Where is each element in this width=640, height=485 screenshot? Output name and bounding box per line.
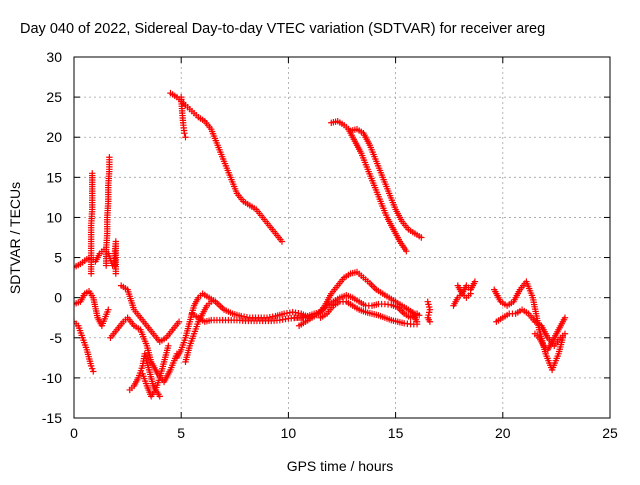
data-point	[175, 318, 183, 325]
series-isolated-a	[424, 298, 434, 325]
series-track-n	[317, 298, 421, 328]
data-point	[89, 170, 96, 177]
series-track-f	[139, 342, 172, 400]
plot-border	[73, 56, 611, 419]
y-tick-label: -5	[50, 330, 63, 346]
y-tick-label: 5	[54, 250, 62, 266]
data-point	[471, 278, 479, 285]
x-tick-label: 5	[177, 425, 185, 441]
series-track-s	[450, 290, 474, 309]
data-point	[106, 154, 113, 161]
data-point	[156, 393, 163, 400]
series-track-r	[454, 278, 479, 297]
x-tick-label: 10	[281, 425, 297, 441]
grid	[74, 57, 610, 418]
y-tick-label: 10	[46, 209, 62, 225]
series-track-e	[126, 350, 163, 400]
data-point	[87, 362, 95, 370]
series-track-h	[167, 89, 286, 245]
data-point	[399, 308, 406, 316]
series-track-h-drop	[178, 93, 189, 141]
data-points	[74, 89, 569, 400]
data-point	[165, 342, 172, 349]
series-track-v	[531, 314, 569, 354]
data-point	[368, 281, 375, 289]
data-point	[413, 318, 421, 325]
data-point	[418, 234, 425, 241]
axis-ticks: 0 5 10 15 20 25 -15 -10 -5 0 5 10 15 20 25 30	[42, 49, 618, 441]
data-point	[371, 284, 378, 292]
data-point	[90, 368, 97, 375]
data-point	[426, 318, 434, 325]
data-point	[561, 314, 569, 321]
series-track-g	[117, 282, 183, 345]
y-tick-label: -15	[42, 410, 62, 426]
data-point	[403, 247, 410, 255]
x-axis-label: GPS time / hours	[287, 458, 394, 474]
y-tick-label: 15	[46, 169, 62, 185]
y-tick-label: 0	[54, 290, 62, 306]
series-spike-b	[102, 154, 113, 269]
series-spike-c	[111, 238, 120, 277]
data-point	[561, 330, 569, 337]
series-track-c	[74, 318, 97, 375]
x-tick-label: 0	[70, 425, 78, 441]
data-point	[112, 270, 120, 277]
data-point	[105, 306, 112, 313]
series-track-i	[173, 290, 314, 362]
series-track-d	[107, 314, 181, 386]
data-point	[208, 298, 215, 305]
y-tick-label: 25	[46, 89, 62, 105]
x-tick-label: 20	[495, 425, 511, 441]
data-point	[181, 130, 188, 137]
data-point	[369, 283, 377, 290]
data-point	[182, 134, 189, 141]
data-point	[89, 365, 96, 372]
y-tick-label: 20	[46, 129, 62, 145]
series-track-q	[405, 306, 421, 325]
y-axis-label: SDTVAR / TECUs	[7, 182, 23, 294]
x-tick-label: 15	[388, 425, 404, 441]
y-tick-label: 30	[46, 49, 62, 65]
plot-frame	[73, 56, 611, 419]
series-track-p	[345, 126, 410, 255]
series-track-t	[491, 278, 567, 374]
series-track-k	[182, 298, 215, 366]
x-tick-label: 25	[602, 425, 618, 441]
series-spike-a	[87, 170, 96, 277]
series-track-b	[74, 288, 112, 329]
y-tick-label: -10	[42, 370, 62, 386]
chart-title: Day 040 of 2022, Sidereal Day-to-day VTE…	[20, 21, 545, 37]
data-point	[467, 290, 474, 297]
series-track-o	[328, 117, 425, 241]
data-point	[278, 238, 286, 245]
